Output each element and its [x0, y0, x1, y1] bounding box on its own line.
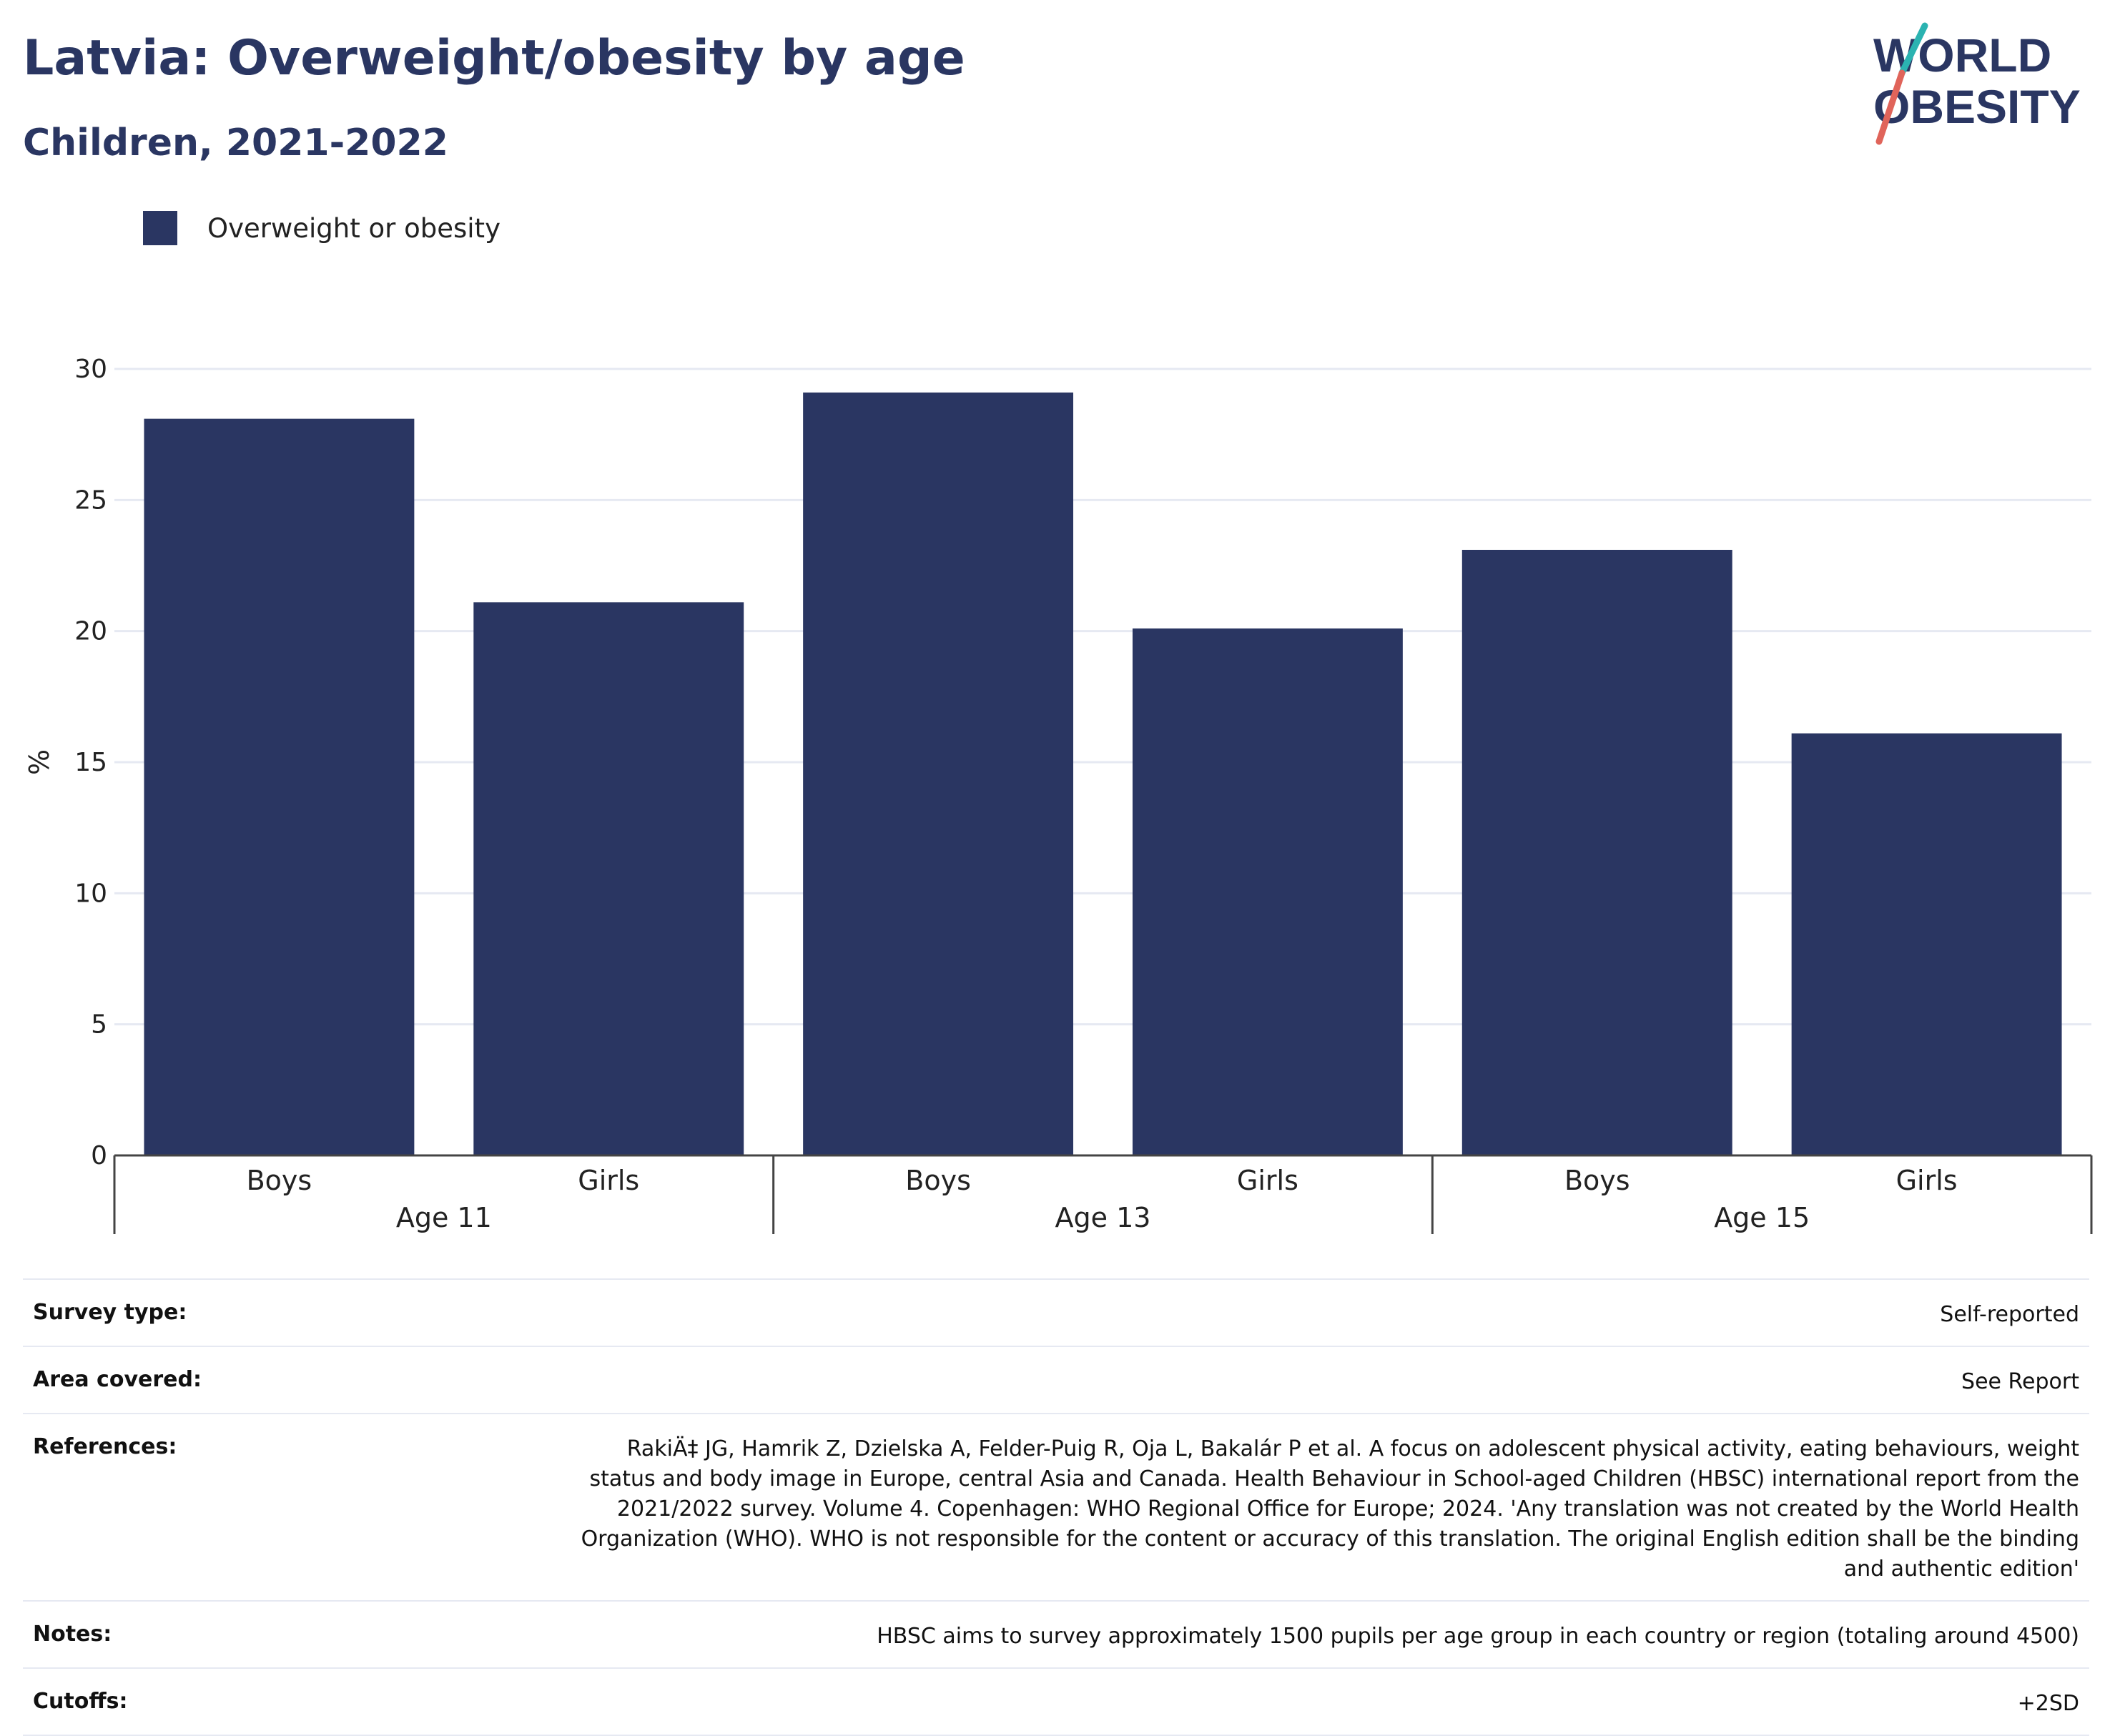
legend-label: Overweight or obesity [207, 212, 501, 244]
chart-legend[interactable]: Overweight or obesity [143, 211, 501, 245]
y-tick-label: 30 [74, 355, 107, 384]
y-axis-label: % [24, 749, 55, 775]
metadata-table: Survey type: Self-reported Area covered:… [23, 1278, 2089, 1736]
meta-value: RakiÄ‡ JG, Hamrik Z, Dzielska A, Felder-… [581, 1436, 2079, 1582]
meta-row-cutoffs: Cutoffs: +2SD [23, 1667, 2089, 1736]
bar-chart: 0 5 10 15 20 25 30% Boys Girls Boys Girls Boys Girls… [24, 355, 2093, 1234]
x-tick-label: Boys [1564, 1165, 1630, 1196]
svg-text:OBESITY: OBESITY [1873, 80, 2081, 133]
x-tick-label: Girls [1896, 1165, 1958, 1196]
meta-value: +2SD [2017, 1691, 2079, 1716]
meta-row-area-covered: Area covered: See Report [23, 1346, 2089, 1413]
y-tick-label: 20 [74, 617, 107, 646]
x-tick-label: Girls [578, 1165, 639, 1196]
bar[interactable] [1791, 733, 2062, 1155]
group-label: Age 15 [1714, 1202, 1810, 1233]
y-tick-label: 10 [74, 879, 107, 908]
meta-value: HBSC aims to survey approximately 1500 p… [877, 1624, 2079, 1649]
meta-label: Area covered: [33, 1367, 202, 1392]
y-tick-label: 0 [91, 1141, 107, 1170]
meta-row-notes: Notes: HBSC aims to survey approximately… [23, 1600, 2089, 1667]
meta-label: Cutoffs: [33, 1689, 128, 1714]
meta-label: References: [33, 1434, 177, 1459]
meta-row-references: References: RakiÄ‡ JG, Hamrik Z, Dzielsk… [23, 1413, 2089, 1600]
world-obesity-logo: WORLD OBESITY [1873, 22, 2081, 145]
y-tick-label: 25 [74, 485, 107, 515]
meta-label: Survey type: [33, 1300, 187, 1325]
bar[interactable] [473, 602, 744, 1155]
meta-value: See Report [1961, 1369, 2079, 1394]
chart-title: Latvia: Overweight/obesity by age [23, 30, 965, 87]
meta-value: Self-reported [1940, 1302, 2079, 1327]
bar[interactable] [1461, 550, 1732, 1155]
x-tick-label: Girls [1237, 1165, 1298, 1196]
bar[interactable] [1132, 628, 1403, 1155]
x-tick-label: Boys [247, 1165, 312, 1196]
group-label: Age 13 [1055, 1202, 1151, 1233]
x-tick-label: Boys [905, 1165, 971, 1196]
y-tick-label: 5 [91, 1010, 107, 1040]
meta-label: Notes: [33, 1622, 112, 1647]
chart-subtitle: Children, 2021-2022 [23, 122, 448, 164]
meta-row-survey-type: Survey type: Self-reported [23, 1278, 2089, 1346]
legend-swatch [143, 211, 177, 245]
group-label: Age 11 [396, 1202, 492, 1233]
bar[interactable] [144, 418, 415, 1155]
y-tick-label: 15 [74, 748, 107, 777]
bar[interactable] [803, 393, 1074, 1155]
